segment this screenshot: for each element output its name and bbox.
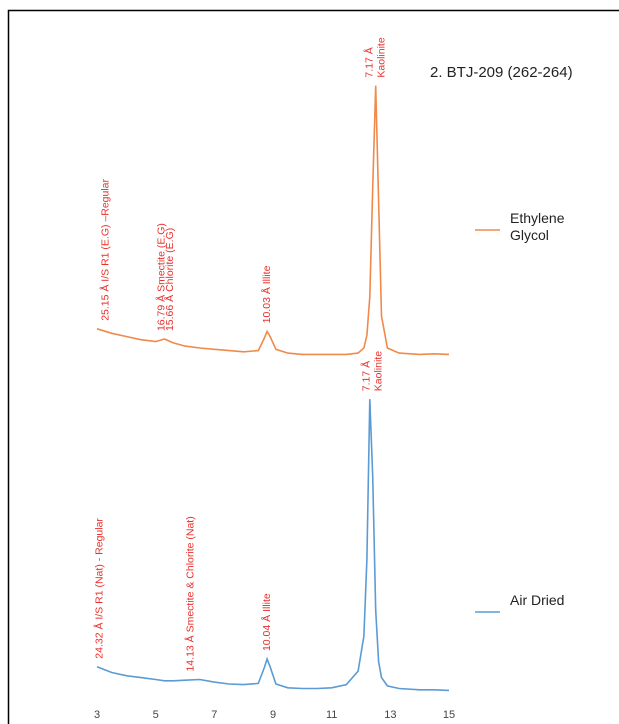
annotation: 7.17 Å: [363, 47, 376, 77]
annotation: 15.66 Å Chlorite (E.G): [163, 228, 176, 331]
x-tick-label: 5: [153, 709, 159, 721]
annotation: 10.03 Å Illite: [260, 265, 273, 323]
x-tick-label: 7: [211, 709, 217, 721]
legend-label: Air Dried: [510, 592, 565, 608]
annotation: 24.32 Å I/S R1 (Nat) - Regular: [93, 518, 106, 659]
frame: [7, 9, 619, 724]
x-tick-label: 9: [270, 709, 276, 721]
series-line: [96, 85, 450, 356]
annotation: Kaolinite: [372, 351, 384, 391]
annotation: 16.79 Å Smectite (E.G): [154, 223, 167, 331]
annotation: 14.13 Å Smectite & Chlorite (Nat): [184, 516, 197, 671]
x-tick-label: 15: [443, 709, 455, 721]
x-tick-label: 13: [384, 709, 396, 721]
annotation: 25.15 Å I/S R1 (E.G) –Regular: [99, 178, 112, 320]
series-line: [96, 399, 450, 692]
chart-title: 2. BTJ-209 (262-264): [430, 64, 573, 81]
annotation: Kaolinite: [375, 37, 387, 77]
x-tick-label: 11: [326, 709, 337, 721]
annotation: 7.17 Å: [360, 361, 373, 391]
annotation: 10.04 Å Illite: [260, 593, 273, 651]
x-tick-label: 3: [94, 709, 100, 721]
legend-label: Ethylene Glycol: [510, 210, 565, 243]
